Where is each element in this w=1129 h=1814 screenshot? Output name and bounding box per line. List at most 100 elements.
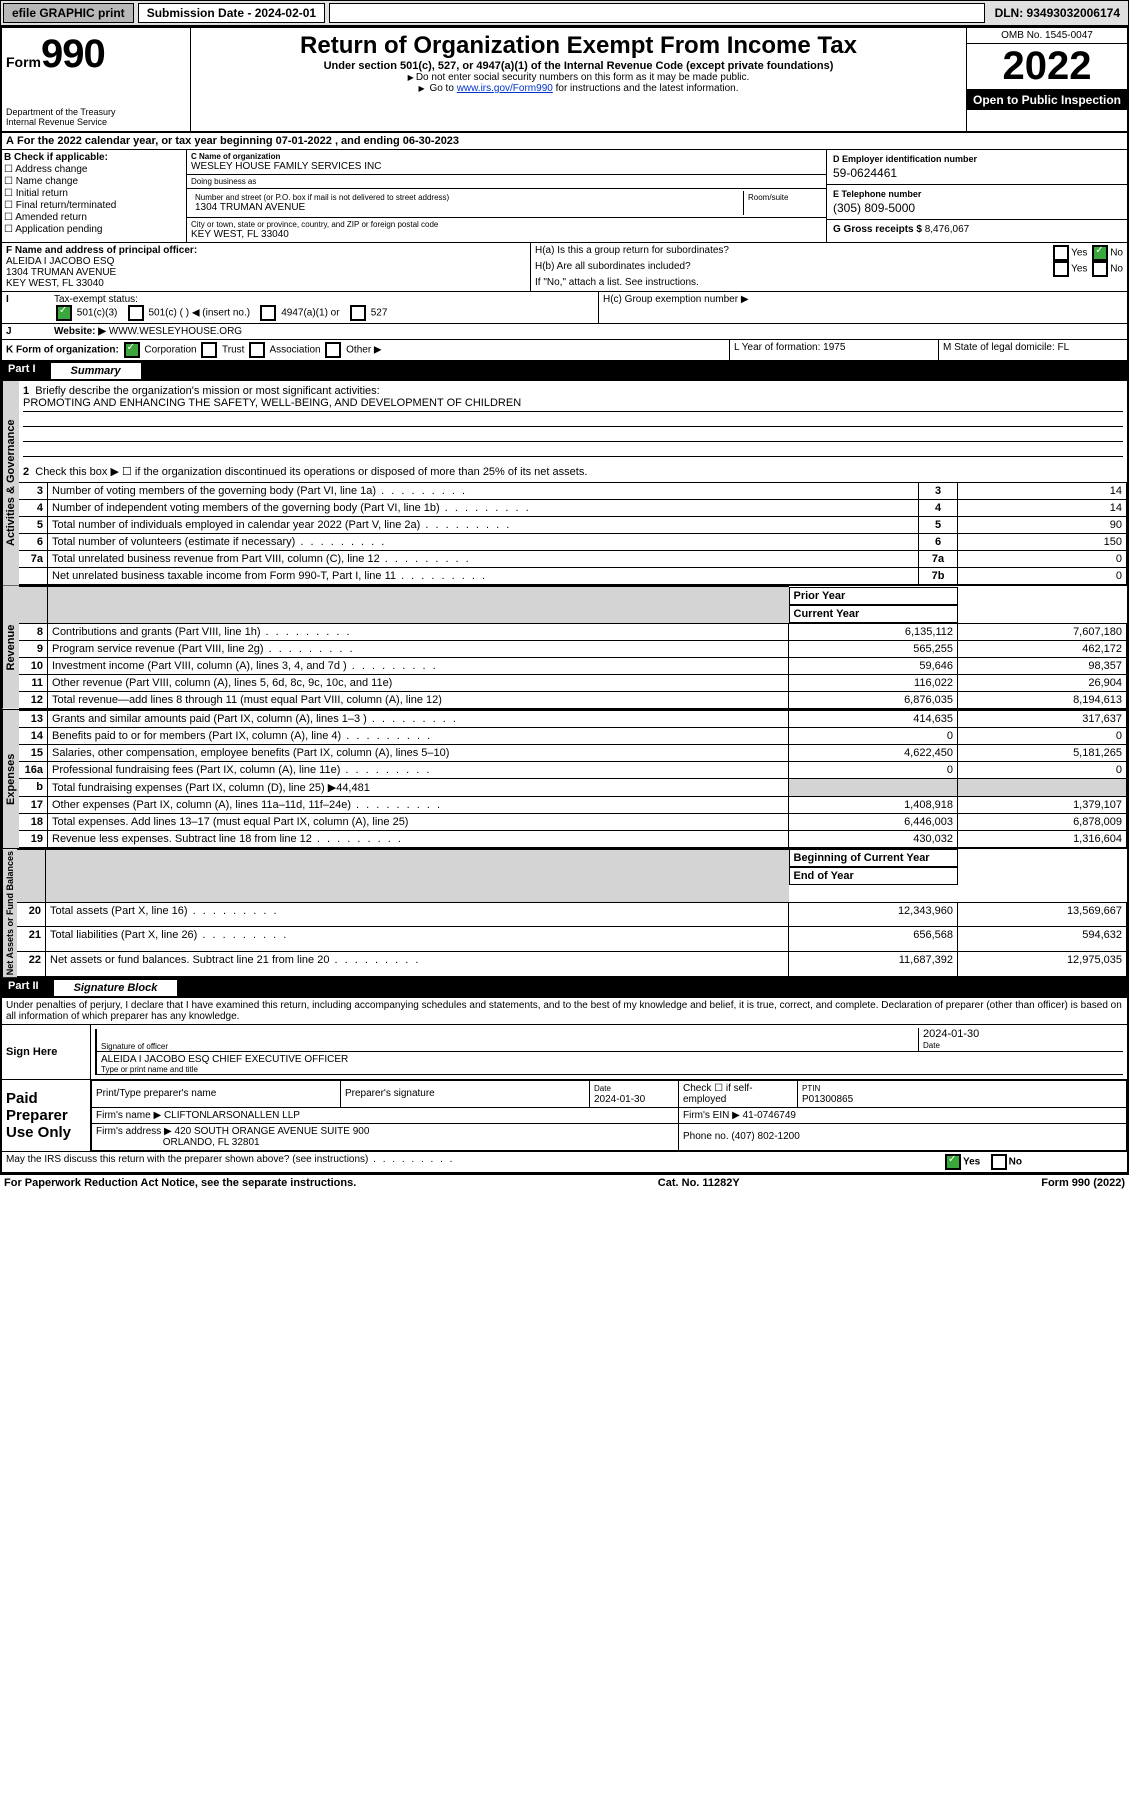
ha-no[interactable] bbox=[1092, 245, 1108, 261]
row-k-label: K Form of organization: bbox=[6, 345, 119, 356]
discuss-no[interactable] bbox=[991, 1154, 1007, 1170]
chk-501c[interactable] bbox=[128, 305, 144, 321]
omb-number: OMB No. 1545-0047 bbox=[967, 28, 1127, 44]
r17-c: 1,379,107 bbox=[958, 796, 1127, 813]
mission-text: PROMOTING AND ENHANCING THE SAFETY, WELL… bbox=[23, 397, 1123, 412]
part-i-title: Summary bbox=[51, 363, 141, 379]
r17-desc: Other expenses (Part IX, column (A), lin… bbox=[52, 799, 442, 811]
sig-officer-label: Signature of officer bbox=[97, 1042, 918, 1051]
row-a-tax-year: A For the 2022 calendar year, or tax yea… bbox=[2, 133, 1127, 150]
r6-desc: Total number of volunteers (estimate if … bbox=[52, 536, 386, 548]
gross-receipts-value: 8,476,067 bbox=[925, 224, 970, 235]
irs-link[interactable]: www.irs.gov/Form990 bbox=[457, 83, 553, 94]
r16a-c: 0 bbox=[958, 761, 1127, 778]
state-domicile: M State of legal domicile: FL bbox=[938, 340, 1127, 360]
prep-self-emp: Check ☐ if self-employed bbox=[679, 1080, 798, 1107]
r20-desc: Total assets (Part X, line 16) bbox=[50, 905, 279, 917]
tax-year: 2022 bbox=[967, 44, 1127, 90]
ha-yes[interactable] bbox=[1053, 245, 1069, 261]
r22-desc: Net assets or fund balances. Subtract li… bbox=[50, 954, 420, 966]
r22-c: 12,975,035 bbox=[958, 951, 1127, 976]
r18-c: 6,878,009 bbox=[958, 813, 1127, 830]
city-value: KEY WEST, FL 33040 bbox=[191, 229, 822, 240]
ssn-note: Do not enter social security numbers on … bbox=[195, 72, 962, 83]
chk-initial-return[interactable]: Initial return bbox=[4, 188, 184, 199]
r3-desc: Number of voting members of the governin… bbox=[52, 485, 467, 497]
city-label: City or town, state or province, country… bbox=[191, 220, 822, 229]
year-formation: L Year of formation: 1975 bbox=[729, 340, 938, 360]
chk-4947[interactable] bbox=[260, 305, 276, 321]
r18-desc: Total expenses. Add lines 13–17 (must eq… bbox=[52, 816, 408, 828]
chk-final-return[interactable]: Final return/terminated bbox=[4, 200, 184, 211]
box-b-label: B Check if applicable: bbox=[4, 152, 184, 163]
r7a-desc: Total unrelated business revenue from Pa… bbox=[52, 553, 471, 565]
paid-preparer-label: Paid Preparer Use Only bbox=[2, 1080, 91, 1151]
sig-date-val: 2024-01-30 bbox=[923, 1028, 1123, 1040]
hb-yes[interactable] bbox=[1053, 261, 1069, 277]
row-i-label: Tax-exempt status: bbox=[54, 294, 138, 305]
box-f-label: F Name and address of principal officer: bbox=[6, 245, 526, 256]
firm-ein: 41-0746749 bbox=[743, 1110, 796, 1121]
r7b-desc: Net unrelated business taxable income fr… bbox=[52, 570, 487, 582]
chk-address-change[interactable]: Address change bbox=[4, 164, 184, 175]
r7a-val: 0 bbox=[958, 551, 1127, 568]
r12-c: 8,194,613 bbox=[958, 691, 1127, 708]
r13-desc: Grants and similar amounts paid (Part IX… bbox=[52, 713, 458, 725]
form-990-label: Form990 bbox=[6, 32, 186, 77]
chk-association[interactable] bbox=[249, 342, 265, 358]
chk-corporation[interactable] bbox=[124, 342, 140, 358]
chk-other[interactable] bbox=[325, 342, 341, 358]
col-begin: Beginning of Current Year bbox=[789, 849, 958, 867]
hb-no[interactable] bbox=[1092, 261, 1108, 277]
chk-application-pending[interactable]: Application pending bbox=[4, 224, 184, 235]
r14-desc: Benefits paid to or for members (Part IX… bbox=[52, 730, 432, 742]
r11-c: 26,904 bbox=[958, 674, 1127, 691]
irs-label: Internal Revenue Service bbox=[6, 117, 186, 127]
chk-527[interactable] bbox=[350, 305, 366, 321]
ptin-value: P01300865 bbox=[802, 1094, 853, 1105]
submission-date: Submission Date - 2024-02-01 bbox=[138, 3, 325, 23]
chk-501c3[interactable] bbox=[56, 305, 72, 321]
r13-c: 317,637 bbox=[958, 710, 1127, 727]
r8-desc: Contributions and grants (Part VIII, lin… bbox=[52, 626, 352, 638]
street-value: 1304 TRUMAN AVENUE bbox=[195, 202, 739, 213]
goto-note: Go to www.irs.gov/Form990 for instructio… bbox=[195, 83, 962, 94]
hb-label: H(b) Are all subordinates included? bbox=[535, 261, 1051, 277]
r14-c: 0 bbox=[958, 727, 1127, 744]
r19-c: 1,316,604 bbox=[958, 830, 1127, 847]
hc-label: H(c) Group exemption number ▶ bbox=[598, 292, 1127, 323]
chk-name-change[interactable]: Name change bbox=[4, 176, 184, 187]
efile-print-button[interactable]: efile GRAPHIC print bbox=[3, 3, 134, 23]
website-value: WWW.WESLEYHOUSE.ORG bbox=[109, 326, 242, 337]
r9-c: 462,172 bbox=[958, 640, 1127, 657]
dept-treasury: Department of the Treasury bbox=[6, 107, 186, 117]
chk-amended-return[interactable]: Amended return bbox=[4, 212, 184, 223]
perjury-stmt: Under penalties of perjury, I declare th… bbox=[2, 998, 1127, 1025]
open-public-badge: Open to Public Inspection bbox=[967, 90, 1127, 110]
r7b-val: 0 bbox=[958, 568, 1127, 585]
form-subtitle: Under section 501(c), 527, or 4947(a)(1)… bbox=[195, 60, 962, 72]
toolbar-spacer bbox=[329, 3, 984, 23]
discuss-question: May the IRS discuss this return with the… bbox=[6, 1154, 454, 1165]
chk-trust[interactable] bbox=[201, 342, 217, 358]
firm-addr2: ORLANDO, FL 32801 bbox=[163, 1137, 260, 1148]
sign-here-label: Sign Here bbox=[2, 1025, 91, 1079]
r9-desc: Program service revenue (Part VIII, line… bbox=[52, 643, 355, 655]
org-name: WESLEY HOUSE FAMILY SERVICES INC bbox=[191, 161, 822, 172]
form-title: Return of Organization Exempt From Incom… bbox=[195, 32, 962, 60]
r4-val: 14 bbox=[958, 500, 1127, 517]
hb-note: If "No," attach a list. See instructions… bbox=[535, 277, 1123, 288]
ha-label: H(a) Is this a group return for subordin… bbox=[535, 245, 1051, 261]
part-ii-title: Signature Block bbox=[54, 980, 178, 996]
r11-desc: Other revenue (Part VIII, column (A), li… bbox=[52, 677, 392, 689]
footer-paperwork: For Paperwork Reduction Act Notice, see … bbox=[4, 1177, 356, 1189]
r10-c: 98,357 bbox=[958, 657, 1127, 674]
top-toolbar: efile GRAPHIC print Submission Date - 20… bbox=[0, 0, 1129, 26]
discuss-yes[interactable] bbox=[945, 1154, 961, 1170]
footer-catno: Cat. No. 11282Y bbox=[658, 1177, 740, 1189]
row-j-label: Website: ▶ bbox=[54, 326, 106, 337]
r21-c: 594,632 bbox=[958, 927, 1127, 952]
r19-desc: Revenue less expenses. Subtract line 18 … bbox=[52, 833, 403, 845]
phone-value: (305) 809-5000 bbox=[833, 199, 1121, 215]
r12-desc: Total revenue—add lines 8 through 11 (mu… bbox=[52, 694, 442, 706]
